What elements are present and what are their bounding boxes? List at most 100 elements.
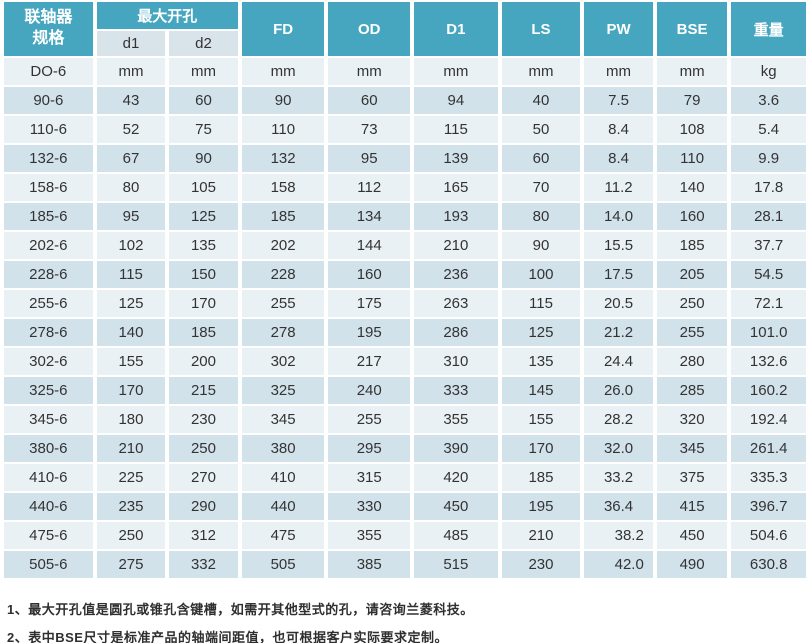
value-cell: 17.8 bbox=[731, 174, 806, 201]
value-cell: 490 bbox=[656, 551, 728, 578]
value-cell: 312 bbox=[169, 522, 238, 549]
value-cell: 140 bbox=[656, 174, 728, 201]
table-row: 202-6 102 135 202 144 210 90 15.5 185 37.7 bbox=[4, 232, 806, 259]
value-cell: 320 bbox=[656, 406, 728, 433]
value-cell: 192.4 bbox=[731, 406, 806, 433]
value-cell: 100 bbox=[501, 261, 581, 288]
spec-cell: 325-6 bbox=[4, 377, 93, 404]
value-cell: 108 bbox=[656, 116, 728, 143]
table-row: 345-6 180 230 345 255 355 155 28.2 320 192.4 bbox=[4, 406, 806, 433]
value-cell: 390 bbox=[414, 435, 498, 462]
value-cell: 278 bbox=[241, 319, 325, 346]
value-cell: 170 bbox=[169, 290, 238, 317]
header-fd: FD bbox=[241, 2, 325, 56]
value-cell: 228 bbox=[241, 261, 325, 288]
value-cell: mm bbox=[656, 58, 728, 85]
value-cell: 255 bbox=[656, 319, 728, 346]
spec-cell: 158-6 bbox=[4, 174, 93, 201]
value-cell: 380 bbox=[241, 435, 325, 462]
value-cell: 50 bbox=[501, 116, 581, 143]
value-cell: 355 bbox=[328, 522, 411, 549]
spec-cell: DO-6 bbox=[4, 58, 93, 85]
value-cell: 325 bbox=[241, 377, 325, 404]
value-cell: 270 bbox=[169, 464, 238, 491]
header-ls: LS bbox=[501, 2, 581, 56]
value-cell: 135 bbox=[169, 232, 238, 259]
value-cell: 333 bbox=[414, 377, 498, 404]
spec-cell: 505-6 bbox=[4, 551, 93, 578]
coupling-spec-table: 联轴器 规格 最大开孔 FD OD D1 LS PW BSE 重量 d1 d2 … bbox=[4, 2, 806, 578]
header-od: OD bbox=[328, 2, 411, 56]
value-cell: 8.4 bbox=[584, 145, 653, 172]
value-cell: 115 bbox=[414, 116, 498, 143]
value-cell: 385 bbox=[328, 551, 411, 578]
value-cell: 67 bbox=[96, 145, 166, 172]
value-cell: 160.2 bbox=[731, 377, 806, 404]
value-cell: 240 bbox=[328, 377, 411, 404]
value-cell: 170 bbox=[501, 435, 581, 462]
value-cell: 202 bbox=[241, 232, 325, 259]
value-cell: 180 bbox=[96, 406, 166, 433]
value-cell: 295 bbox=[328, 435, 411, 462]
spec-cell: 202-6 bbox=[4, 232, 93, 259]
value-cell: 135 bbox=[501, 348, 581, 375]
value-cell: 95 bbox=[96, 203, 166, 230]
value-cell: 345 bbox=[656, 435, 728, 462]
value-cell: 250 bbox=[96, 522, 166, 549]
value-cell: 26.0 bbox=[584, 377, 653, 404]
spec-cell: 278-6 bbox=[4, 319, 93, 346]
value-cell: 60 bbox=[328, 87, 411, 114]
spec-cell: 380-6 bbox=[4, 435, 93, 462]
value-cell: 193 bbox=[414, 203, 498, 230]
value-cell: 200 bbox=[169, 348, 238, 375]
spec-cell: 302-6 bbox=[4, 348, 93, 375]
value-cell: 20.5 bbox=[584, 290, 653, 317]
value-cell: 11.2 bbox=[584, 174, 653, 201]
value-cell: 72.1 bbox=[731, 290, 806, 317]
value-cell: 94 bbox=[414, 87, 498, 114]
value-cell: mm bbox=[414, 58, 498, 85]
value-cell: 73 bbox=[328, 116, 411, 143]
value-cell: 24.4 bbox=[584, 348, 653, 375]
value-cell: mm bbox=[241, 58, 325, 85]
spec-cell: 90-6 bbox=[4, 87, 93, 114]
header-bse: BSE bbox=[656, 2, 728, 56]
value-cell: 185 bbox=[241, 203, 325, 230]
value-cell: 261.4 bbox=[731, 435, 806, 462]
value-cell: 75 bbox=[169, 116, 238, 143]
value-cell: 450 bbox=[414, 493, 498, 520]
header-coupling-spec: 联轴器 规格 bbox=[4, 2, 93, 56]
value-cell: 102 bbox=[96, 232, 166, 259]
table-row: 505-6 275 332 505 385 515 230 42.0 490 630.8 bbox=[4, 551, 806, 578]
header-max-bore: 最大开孔 bbox=[96, 2, 238, 29]
table-row: 255-6 125 170 255 175 263 115 20.5 250 72.1 bbox=[4, 290, 806, 317]
value-cell: 140 bbox=[96, 319, 166, 346]
value-cell: 160 bbox=[656, 203, 728, 230]
value-cell: 132.6 bbox=[731, 348, 806, 375]
value-cell: 32.0 bbox=[584, 435, 653, 462]
table-row: 228-6 115 150 228 160 236 100 17.5 205 54.5 bbox=[4, 261, 806, 288]
table-row: 302-6 155 200 302 217 310 135 24.4 280 132.6 bbox=[4, 348, 806, 375]
value-cell: 160 bbox=[328, 261, 411, 288]
value-cell: 286 bbox=[414, 319, 498, 346]
table-row: 440-6 235 290 440 330 450 195 36.4 415 396.7 bbox=[4, 493, 806, 520]
value-cell: 60 bbox=[169, 87, 238, 114]
value-cell: 185 bbox=[501, 464, 581, 491]
spec-cell: 475-6 bbox=[4, 522, 93, 549]
header-pw: PW bbox=[584, 2, 653, 56]
value-cell: 235 bbox=[96, 493, 166, 520]
value-cell: 195 bbox=[328, 319, 411, 346]
value-cell: 90 bbox=[169, 145, 238, 172]
value-cell: 225 bbox=[96, 464, 166, 491]
spec-cell: 185-6 bbox=[4, 203, 93, 230]
value-cell: 54.5 bbox=[731, 261, 806, 288]
value-cell: 195 bbox=[501, 493, 581, 520]
value-cell: 7.5 bbox=[584, 87, 653, 114]
header-coupling-spec-line1: 联轴器 bbox=[24, 9, 73, 27]
value-cell: 396.7 bbox=[731, 493, 806, 520]
value-cell: 40 bbox=[501, 87, 581, 114]
value-cell: 255 bbox=[328, 406, 411, 433]
value-cell: 250 bbox=[656, 290, 728, 317]
spec-cell: 228-6 bbox=[4, 261, 93, 288]
value-cell: 210 bbox=[501, 522, 581, 549]
